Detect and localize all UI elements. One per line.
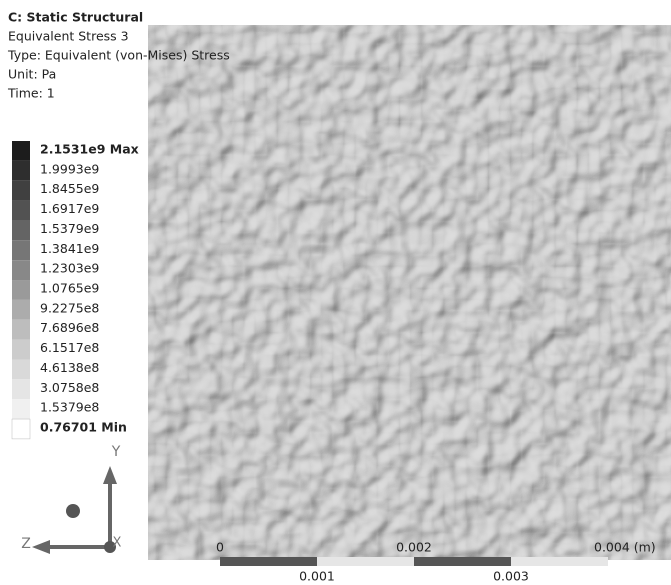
legend-label: 1.5379e8 [40,400,99,415]
x-label: X [113,536,122,551]
z-arrow-head [32,540,50,554]
view-sphere [66,504,80,518]
legend-swatch [12,161,30,181]
z-label: Z [21,536,31,552]
legend-swatch [12,320,30,340]
legend-label: 6.1517e8 [40,340,99,355]
scale-segment [220,557,317,566]
legend-swatch [12,141,30,161]
scale-segment [511,557,608,566]
legend-label: 1.9993e9 [40,161,99,176]
axis-triad: Y Z X [21,444,121,554]
legend-label: 3.0758e8 [40,380,99,395]
legend-label: 0.76701 Min [40,420,127,435]
legend-label: 2.1531e9 Max [40,142,139,157]
ansys-view: C: Static Structural Equivalent Stress 3… [0,0,671,585]
legend-label: 9.2275e8 [40,300,99,315]
legend-label: 1.6917e9 [40,201,99,216]
legend-swatch [12,220,30,240]
legend-label: 7.6896e8 [40,320,99,335]
legend-swatch [12,359,30,379]
scale-label: 0 [216,540,224,555]
legend-swatch [12,399,30,419]
legend-swatch [12,340,30,360]
header-line: Unit: Pa [8,67,56,82]
legend-swatch [12,201,30,221]
legend-swatch [12,379,30,399]
legend: 2.1531e9 Max 1.9993e9 1.8455e9 1.6917e9 1.53… [12,141,139,439]
scale-segment [414,557,511,566]
legend-swatch [12,181,30,201]
header-line: Time: 1 [7,86,55,101]
scale-label: 0.001 [299,569,335,584]
y-label: Y [111,444,121,460]
scale-segment [317,557,414,566]
legend-swatch [12,419,30,439]
scale-label: 0.002 [396,540,432,555]
legend-label: 1.3841e9 [40,241,99,256]
legend-swatch [12,300,30,320]
header-line: Equivalent Stress 3 [8,29,129,44]
header-line: Type: Equivalent (von-Mises) Stress [7,48,230,63]
legend-swatch [12,260,30,280]
legend-label: 1.0765e9 [40,281,99,296]
legend-swatch [12,280,30,300]
legend-label: 4.6138e8 [40,360,99,375]
y-arrow-head [103,466,117,484]
scale-label: 0.003 [493,569,529,584]
legend-label: 1.2303e9 [40,261,99,276]
legend-label: 1.8455e9 [40,181,99,196]
legend-swatch [12,240,30,260]
stress-contour [148,25,671,560]
scale-label: 0.004 (m) [594,540,656,555]
legend-label: 1.5379e9 [40,221,99,236]
title: C: Static Structural [8,10,143,25]
